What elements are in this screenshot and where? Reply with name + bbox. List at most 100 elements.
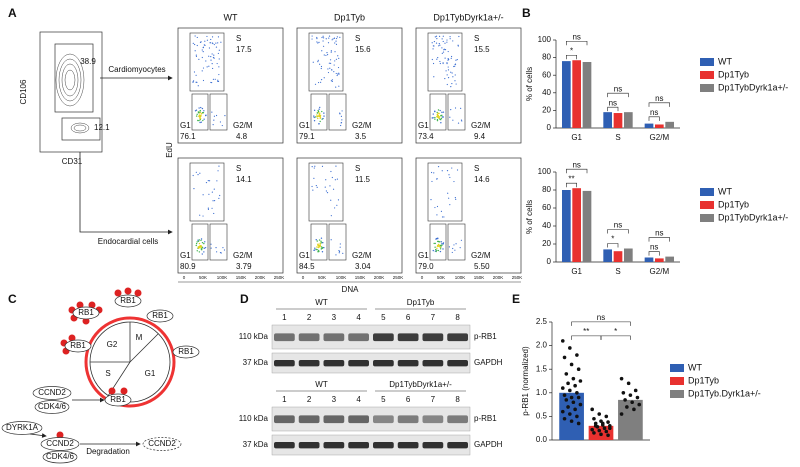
event-dot	[454, 65, 456, 67]
phospho	[88, 301, 96, 309]
node-label: CDK4/6	[46, 452, 75, 461]
event-dot	[441, 52, 443, 54]
event-dot	[436, 38, 438, 40]
node	[104, 393, 132, 407]
event-dot	[431, 117, 433, 119]
event-dot	[335, 165, 337, 167]
event-dot	[341, 110, 343, 112]
gate	[429, 93, 447, 131]
event-dot	[434, 116, 436, 119]
event-dot	[213, 57, 215, 59]
x-tick-label: 200K	[374, 275, 385, 280]
event-dot	[315, 239, 317, 241]
event-dot	[217, 36, 220, 38]
significance-bracket	[600, 335, 631, 340]
event-dot	[439, 248, 442, 250]
data-point	[569, 362, 574, 367]
band	[274, 333, 295, 342]
gate	[429, 223, 447, 261]
event-dot	[442, 62, 444, 64]
event-dot	[213, 43, 215, 46]
gate-value: 4.8	[236, 132, 248, 141]
event-dot	[212, 200, 214, 202]
gate-value: 80.9	[180, 262, 196, 271]
event-dot	[455, 243, 457, 245]
event-dot	[320, 81, 322, 83]
event-dot	[317, 59, 319, 61]
protein-label: GAPDH	[474, 440, 503, 449]
phase: M	[136, 333, 143, 342]
event-dot	[323, 115, 325, 117]
event-dot	[199, 121, 201, 124]
x-tick-label: S	[615, 267, 620, 276]
bar	[559, 392, 584, 440]
event-dot	[199, 172, 201, 174]
group-label: Dp1TybDyrk1a+/-	[389, 380, 452, 389]
bar	[603, 112, 613, 128]
bar	[582, 62, 592, 128]
event-dot	[313, 249, 315, 252]
event-dot	[318, 113, 321, 116]
event-dot	[217, 52, 219, 55]
event-dot	[199, 246, 201, 249]
event-dot	[456, 58, 458, 61]
gate-name: S	[474, 164, 479, 173]
event-dot	[331, 69, 333, 71]
data-point	[590, 427, 594, 432]
event-dot	[210, 38, 212, 41]
significance-label: ns	[655, 229, 663, 238]
event-dot	[330, 62, 332, 65]
plot-frame	[177, 27, 284, 144]
panel-label: D	[240, 292, 249, 306]
event-dot	[206, 39, 209, 41]
legend-label: Dp1Tyb	[688, 375, 719, 385]
gate-value: 84.5	[299, 262, 315, 271]
event-dot	[194, 35, 196, 37]
event-dot	[447, 58, 449, 60]
panel-c: C G2 M S G1 RB1 RB1 RB1 RB1 RB1 CCND2 CD…	[1, 287, 200, 464]
event-dot	[208, 65, 210, 67]
data-point	[593, 424, 598, 428]
event-dot	[449, 176, 451, 179]
event-dot	[338, 72, 340, 74]
event-dot	[333, 37, 336, 39]
event-dot	[434, 242, 436, 245]
phospho	[134, 289, 142, 297]
node	[34, 400, 70, 414]
event-dot	[325, 38, 327, 40]
cycle-arc	[84, 316, 176, 408]
event-dot	[436, 249, 438, 252]
event-dot	[452, 76, 454, 78]
band	[348, 415, 369, 424]
event-dot	[217, 42, 219, 44]
significance-label: **	[583, 327, 589, 336]
node-label: RB1	[78, 308, 94, 317]
band	[274, 415, 295, 424]
phase: S	[105, 369, 110, 378]
band	[397, 442, 419, 449]
event-dot	[317, 42, 319, 44]
significance-label: ns	[650, 108, 658, 117]
event-dot	[436, 247, 438, 250]
event-dot	[204, 40, 206, 42]
event-dot	[311, 185, 313, 188]
event-dot	[215, 247, 217, 249]
event-dot	[314, 165, 316, 167]
significance-label: ns	[609, 98, 617, 107]
bar	[572, 188, 582, 262]
data-point	[632, 407, 636, 412]
event-dot	[218, 73, 220, 76]
event-dot	[193, 188, 195, 190]
event-dot	[331, 176, 333, 179]
event-dot	[318, 41, 320, 43]
event-dot	[436, 58, 438, 60]
event-dot	[207, 207, 209, 209]
gate-value: 3.79	[236, 262, 252, 271]
event-dot	[316, 240, 318, 242]
gate-value: 17.5	[236, 45, 252, 54]
event-dot	[316, 115, 318, 118]
event-dot	[201, 246, 204, 248]
node-label: CCND2	[46, 439, 74, 448]
